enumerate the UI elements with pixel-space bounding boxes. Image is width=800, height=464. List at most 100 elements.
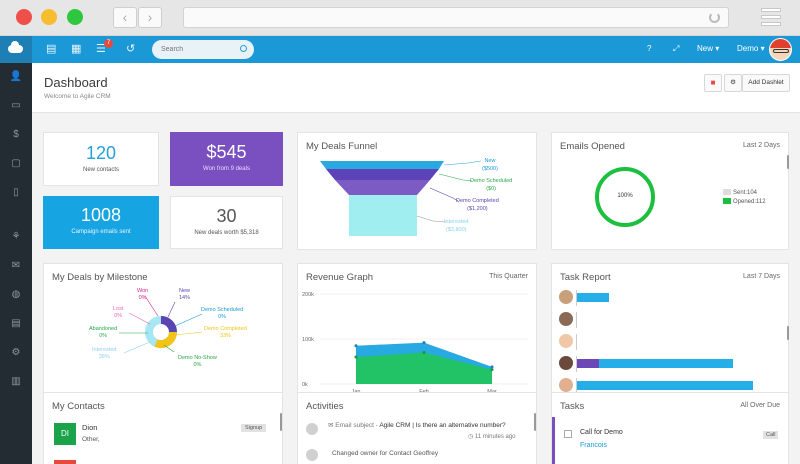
activities-scrollbar[interactable]	[534, 413, 536, 431]
companies-icon[interactable]: ▭	[11, 100, 21, 111]
task-report-axis	[576, 378, 577, 394]
user-menu[interactable]: Demo ▾	[737, 44, 765, 53]
social-icon[interactable]: ✉	[11, 260, 21, 271]
notification-badge: 7	[104, 39, 113, 48]
activity-avatar	[306, 423, 318, 435]
dashboard-settings-button[interactable]: ⚙	[724, 74, 742, 92]
new-deals-tile[interactable]: 30 New deals worth $5,318	[170, 196, 283, 249]
tasks-range[interactable]: All Over Due	[740, 402, 780, 409]
address-bar[interactable]	[183, 7, 729, 28]
task-report-row	[552, 290, 790, 306]
page-header: Dashboard Welcome to Agile CRM ■ ⚙ Add D…	[32, 63, 800, 113]
won-label: Won from 9 deals	[203, 166, 250, 172]
new-deals-count: 30	[216, 206, 237, 226]
forward-button[interactable]: ›	[138, 7, 162, 28]
revenue-point	[490, 368, 494, 372]
activities-panel: Activities ✉ Email subject - Agile CRM |…	[297, 392, 537, 464]
search-icon[interactable]	[240, 45, 247, 52]
new-menu[interactable]: New ▾	[697, 44, 720, 53]
emails-opened-panel: Emails Opened Last 2 Days 100% Sent:104 …	[551, 132, 789, 250]
documents-icon[interactable]: ▯	[13, 187, 19, 198]
web-icon[interactable]: ◍	[11, 289, 21, 300]
activity-avatar-2	[306, 449, 318, 461]
opened-swatch	[723, 198, 731, 205]
expand-icon[interactable]: ⤢	[673, 44, 680, 53]
cases-icon[interactable]: ▢	[11, 158, 21, 169]
emails-opened-range[interactable]: Last 2 Days	[743, 142, 780, 149]
hamburger-menu-icon[interactable]	[762, 9, 780, 30]
revenue-point	[354, 344, 358, 348]
task-owner-avatar[interactable]	[559, 290, 573, 304]
deals-icon[interactable]: $	[13, 129, 19, 140]
history-icon[interactable]: ↺	[126, 43, 136, 55]
dashboard-icon[interactable]: ▤	[46, 43, 57, 55]
calendar-icon[interactable]: ▦	[71, 43, 82, 55]
funnel-label-new: New ($500)	[482, 158, 498, 172]
contacts-icon[interactable]: 👤	[9, 71, 23, 82]
sent-swatch	[723, 189, 731, 196]
task-report-axis	[576, 312, 577, 328]
emails-opened-percent: 100%	[617, 193, 633, 199]
activity-item-owner[interactable]: Changed owner for Contact Geoffrey	[332, 450, 439, 457]
tasks-panel: Tasks All Over Due Call for Demo Francoi…	[551, 392, 789, 464]
cloud-icon	[8, 41, 23, 53]
close-window-button[interactable]	[16, 9, 32, 25]
legend-opened: Opened:112	[723, 198, 766, 207]
next-contact-avatar[interactable]	[54, 460, 76, 464]
left-sidebar: 👤 ▭ $ ▢ ▯ ⚘ ✉ ◍ ▤ ⚙ ▥	[0, 63, 32, 464]
task-priority-bar	[552, 417, 555, 464]
page-subtitle: Welcome to Agile CRM	[44, 93, 111, 100]
task-report-row	[552, 312, 790, 328]
task-report-row	[552, 356, 790, 372]
contact-avatar[interactable]: DI	[54, 423, 76, 445]
search-input[interactable]	[152, 40, 254, 59]
add-dashlet-button[interactable]: Add Dashlet	[742, 74, 790, 92]
contacts-scrollbar[interactable]	[280, 413, 282, 431]
deals-milestone-title: My Deals by Milestone	[52, 272, 148, 283]
avatar[interactable]	[769, 38, 792, 61]
gear-icon: ⚙	[730, 79, 736, 86]
task-name[interactable]: Call for Demo	[580, 429, 623, 436]
google-apps-button[interactable]: ■	[704, 74, 722, 92]
browser-chrome: ‹ ›	[0, 0, 800, 36]
deals-funnel-panel: My Deals Funnel New ($500) Demo Scheduled…	[297, 132, 537, 250]
activity-item-email[interactable]: ✉ Email subject - Agile CRM | Is there a…	[328, 422, 506, 429]
contact-name[interactable]: Dion	[82, 423, 98, 432]
agile-logo[interactable]	[0, 36, 32, 63]
revenue-chart: 200k100k0kJanFebMar	[302, 292, 528, 395]
milestone-label-demo-completed: Demo Completed 33%	[204, 326, 247, 339]
task-scrollbar[interactable]	[787, 326, 789, 340]
revenue-point	[490, 365, 494, 369]
task-owner-avatar[interactable]	[559, 378, 573, 392]
loading-icon	[709, 12, 720, 23]
new-contacts-tile[interactable]: 120 New contacts	[43, 132, 159, 186]
task-checkbox[interactable]	[564, 430, 572, 438]
emails-opened-title: Emails Opened	[560, 141, 625, 152]
back-button[interactable]: ‹	[113, 7, 137, 28]
task-owner-avatar[interactable]	[559, 312, 573, 326]
settings-icon[interactable]: ⚙	[11, 347, 21, 358]
minimize-window-button[interactable]	[41, 9, 57, 25]
new-deals-label: New deals worth $5,318	[194, 230, 259, 236]
reports-icon[interactable]: ▥	[11, 376, 21, 387]
contact-tag[interactable]: Signup	[241, 424, 267, 432]
google-icon: ■	[710, 78, 716, 87]
task-report-range[interactable]: Last 7 Days	[743, 273, 780, 280]
task-bar-pending	[577, 381, 753, 390]
campaigns-icon[interactable]: ⚘	[11, 231, 21, 242]
task-bar-completed	[577, 359, 599, 368]
emails-scrollbar[interactable]	[787, 155, 789, 169]
funnel-demo-completed	[335, 180, 430, 195]
revenue-graph-range[interactable]: This Quarter	[489, 273, 528, 280]
maximize-window-button[interactable]	[67, 9, 83, 25]
forms-icon[interactable]: ▤	[11, 318, 21, 329]
notifications-icon[interactable]: ☰	[96, 43, 106, 55]
task-contact-link[interactable]: Francois	[580, 442, 607, 449]
funnel-label-demo-completed: Demo Completed ($1,200)	[456, 198, 499, 212]
task-report-axis	[576, 356, 577, 372]
task-owner-avatar[interactable]	[559, 334, 573, 348]
campaign-emails-tile[interactable]: 1008 Campaign emails sent	[43, 196, 159, 249]
won-deals-tile[interactable]: $545 Won from 9 deals	[170, 132, 283, 186]
help-icon[interactable]: ?	[647, 44, 652, 53]
task-owner-avatar[interactable]	[559, 356, 573, 370]
